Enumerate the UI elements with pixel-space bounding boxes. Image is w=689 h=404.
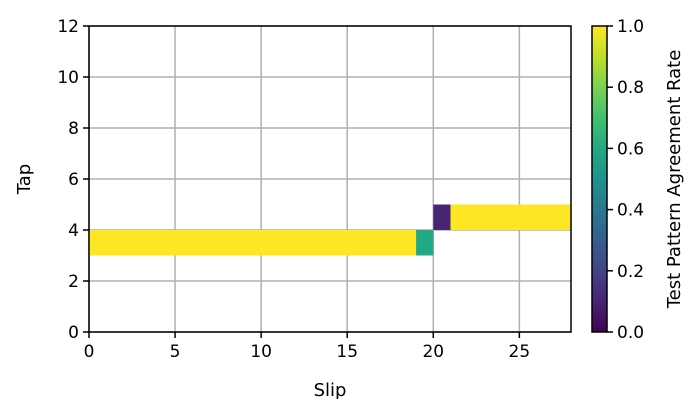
y-tick-label: 12 bbox=[57, 17, 79, 37]
colorbar-label: Test Pattern Agreement Rate bbox=[664, 50, 685, 310]
x-tick-label: 10 bbox=[250, 342, 272, 362]
colorbar-tick-label: 0.8 bbox=[617, 78, 644, 98]
colorbar-tick-label: 0.6 bbox=[617, 139, 644, 159]
x-tick-label: 5 bbox=[170, 342, 181, 362]
x-axis-label: Slip bbox=[314, 380, 347, 399]
y-tick-label: 2 bbox=[68, 272, 79, 292]
colorbar-tick-label: 0.0 bbox=[617, 323, 644, 343]
axes: 0 5 10 15 20 25 0 2 4 6 8 10 12 bbox=[57, 17, 572, 362]
colorbar-tick-label: 1.0 bbox=[617, 17, 644, 37]
y-tick-label: 8 bbox=[68, 119, 79, 139]
colorbar-gradient bbox=[591, 25, 608, 333]
y-tick-label: 0 bbox=[68, 323, 79, 343]
y-axis-label: Tap bbox=[14, 164, 35, 195]
heatmap-cell bbox=[450, 204, 571, 230]
y-tick-label: 10 bbox=[57, 68, 79, 88]
grid-lines bbox=[88, 25, 571, 333]
x-tick-label: 15 bbox=[336, 342, 358, 362]
colorbar-tick-label: 0.4 bbox=[617, 201, 644, 221]
heatmap-cell bbox=[433, 204, 451, 230]
heatmap-cell bbox=[416, 230, 434, 256]
heatmap-cell bbox=[89, 230, 417, 256]
y-tick-label: 4 bbox=[68, 221, 79, 241]
x-tick-label: 20 bbox=[422, 342, 444, 362]
x-tick-label: 0 bbox=[84, 342, 95, 362]
heatmap-cells bbox=[89, 204, 571, 256]
colorbar: 0.0 0.2 0.4 0.6 0.8 1.0 bbox=[591, 17, 644, 343]
y-tick-label: 6 bbox=[68, 170, 79, 190]
colorbar-tick-label: 0.2 bbox=[617, 262, 644, 282]
x-tick-label: 25 bbox=[509, 342, 531, 362]
